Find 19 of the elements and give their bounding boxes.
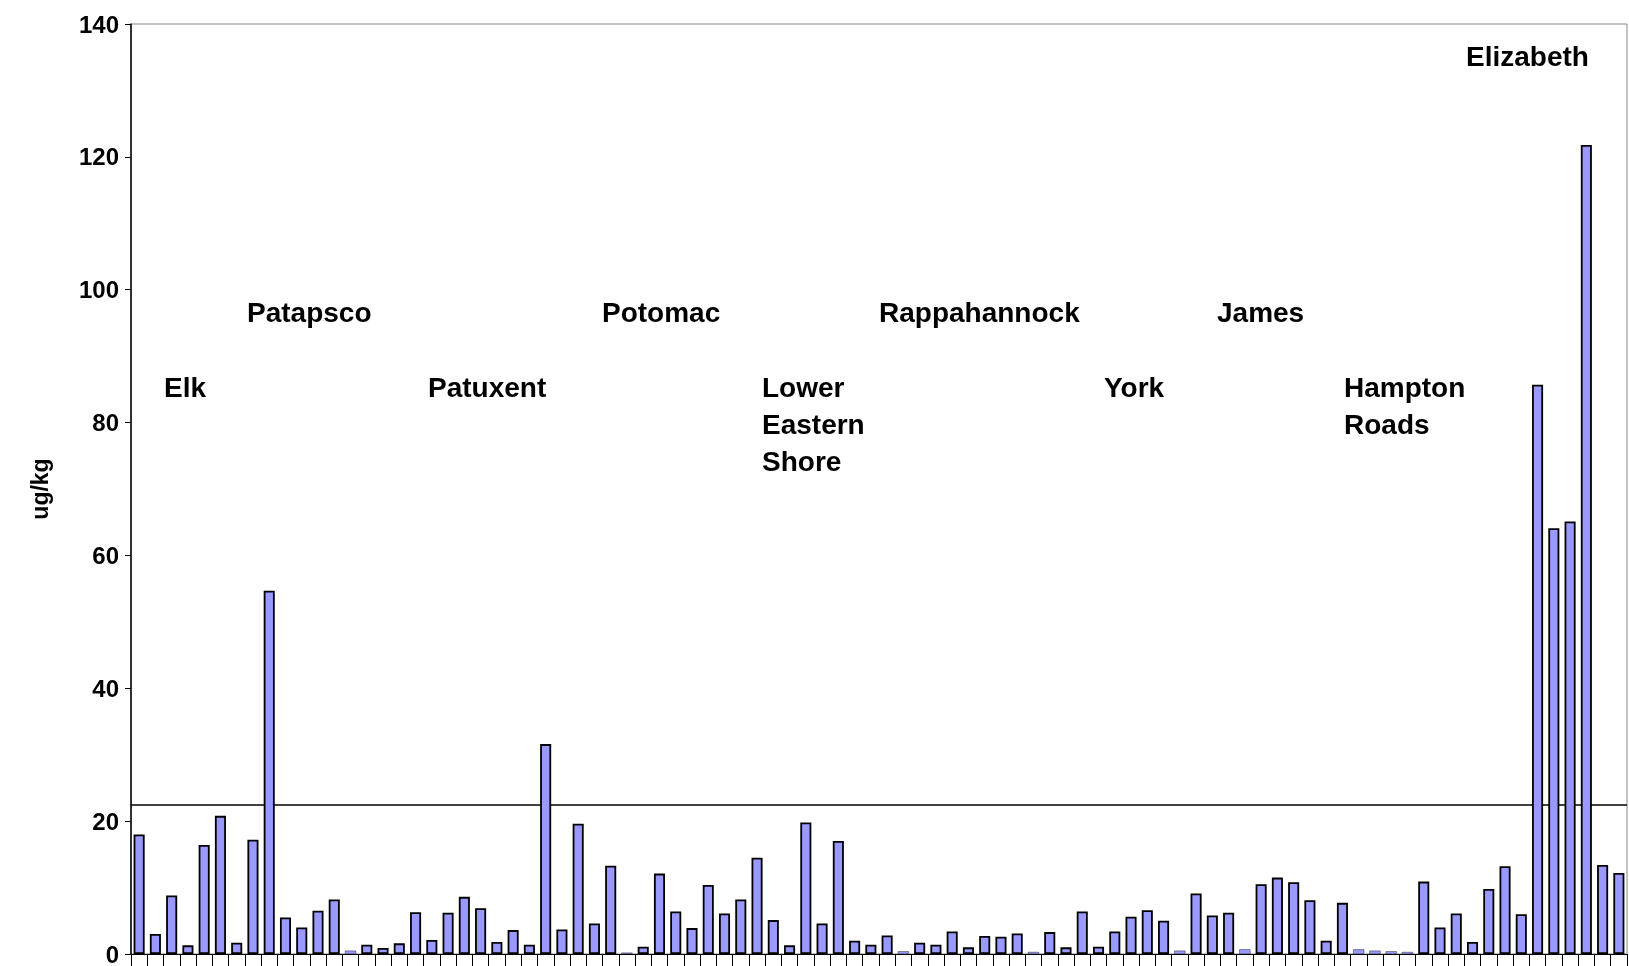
- annotation: James: [1217, 297, 1305, 328]
- annotation: York: [1104, 372, 1165, 403]
- annotation: Rappahannock: [879, 297, 1081, 328]
- y-axis-title: ug/kg: [26, 458, 53, 520]
- annotation: Potomac: [602, 297, 721, 328]
- annotation: Patuxent: [428, 372, 547, 403]
- y-tick-label: 0: [105, 940, 119, 966]
- y-tick-label: 60: [92, 541, 119, 569]
- y-tick-label: 80: [92, 409, 119, 437]
- annotation: Elk: [164, 372, 207, 403]
- y-tick-label: 20: [92, 807, 119, 835]
- annotation: Hampton Roads: [1344, 372, 1466, 440]
- y-tick-label: 120: [78, 143, 119, 171]
- annotation: Lower Eastern Shore: [762, 372, 865, 477]
- annotation: Patapsco: [247, 297, 372, 328]
- y-tick-label: 100: [78, 276, 119, 304]
- annotation: Elizabeth: [1466, 41, 1589, 72]
- y-tick-label: 40: [92, 674, 119, 702]
- y-tick-label: 140: [78, 10, 119, 38]
